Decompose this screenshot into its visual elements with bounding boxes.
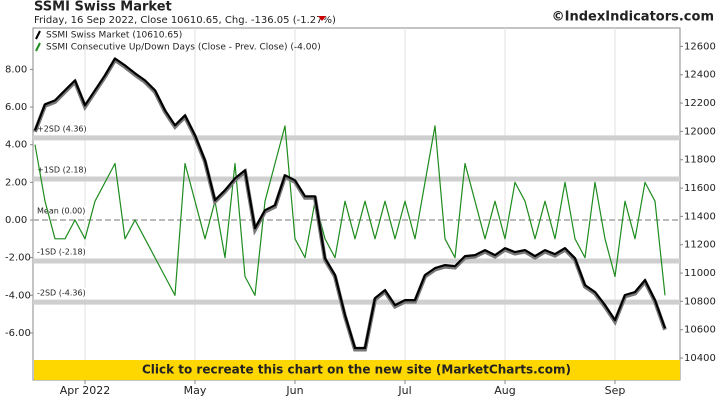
y2-tick-label: 12200 [684, 98, 716, 109]
chart-title: SSMI Swiss Market [34, 0, 172, 15]
y-tick-label: -4.00 [5, 290, 31, 301]
legend-icon [35, 30, 41, 40]
y2-tick-label: 11600 [684, 183, 716, 194]
y2-tick-label: 12400 [684, 70, 716, 81]
legend-label: SSMI Consecutive Up/Down Days (Close - P… [46, 43, 321, 53]
band-label: +1SD (2.18) [37, 165, 87, 174]
y2-tick-label: 10800 [684, 296, 716, 307]
legend-icon [35, 42, 41, 52]
legend-label: SSMI Swiss Market (10610.65) [46, 31, 182, 41]
band-label: +2SD (4.36) [37, 124, 87, 133]
band-label-bg [36, 164, 98, 175]
band-label-bg [36, 123, 98, 134]
down-arrow [318, 16, 326, 21]
y-tick-label: 8.00 [5, 64, 27, 75]
y2-tick-label: 12000 [684, 126, 716, 137]
banner-text[interactable]: Click to recreate this chart on the new … [142, 363, 571, 377]
band-label-bg [36, 288, 98, 299]
y-tick-label: -2.00 [5, 253, 31, 264]
chart-subtitle: Friday, 16 Sep 2022, Close 10610.65, Chg… [34, 15, 336, 26]
x-tick-label: Aug [494, 384, 515, 397]
banner[interactable] [34, 360, 680, 380]
band-label: -2SD (-4.36) [37, 289, 86, 298]
credit: ©IndexIndicators.com [552, 10, 714, 25]
band-label: Mean (0.00) [37, 207, 85, 216]
y-tick-label: 2.00 [5, 177, 27, 188]
y2-tick-label: 11200 [684, 240, 716, 251]
series-line [33, 57, 667, 350]
band-label-bg [36, 247, 98, 258]
y2-tick-label: 11400 [684, 211, 716, 222]
y2-tick-label: 10600 [684, 325, 716, 336]
x-tick-label: Sep [605, 384, 626, 397]
x-tick-label: May [184, 384, 207, 397]
series-line [34, 125, 666, 296]
y-tick-label: 4.00 [5, 140, 27, 151]
y2-tick-label: 11000 [684, 268, 716, 279]
y-tick-label: -6.00 [5, 328, 31, 339]
y2-tick-label: 11800 [684, 155, 716, 166]
y-tick-label: 0.00 [5, 215, 27, 226]
y2-tick-label: 12600 [684, 41, 716, 52]
band-label: -1SD (-2.18) [37, 248, 86, 257]
x-tick-label: Apr 2022 [60, 384, 111, 397]
band-label-bg [36, 206, 98, 216]
x-tick-label: Jul [397, 384, 411, 397]
y-tick-label: 6.00 [5, 102, 27, 113]
y2-tick-label: 10400 [684, 353, 716, 364]
x-tick-label: Jun [285, 384, 303, 397]
